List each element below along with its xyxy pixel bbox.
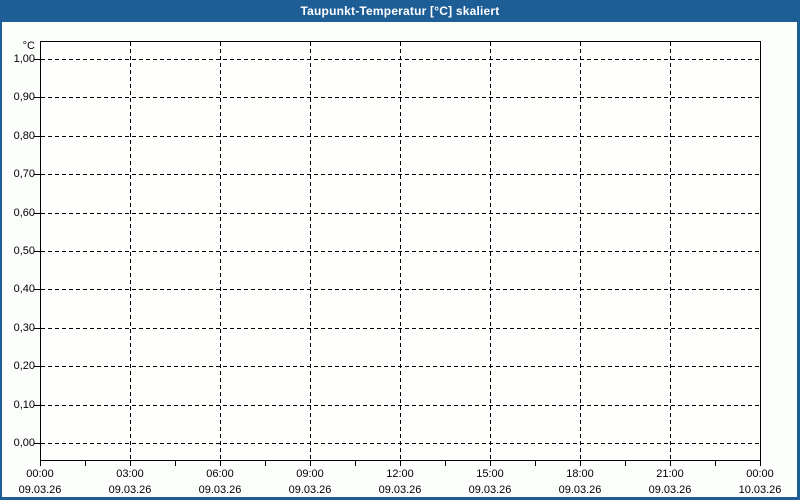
y-axis-tick: [34, 59, 40, 60]
x-axis-time-label: 21:00: [656, 468, 684, 480]
y-axis-tick-label: 0,50: [13, 245, 35, 257]
x-axis-tick: [760, 461, 761, 466]
x-axis-time-label: 15:00: [476, 468, 504, 480]
y-axis-tick-label: 0,30: [13, 322, 35, 334]
x-axis-date-label: 09.03.26: [468, 484, 512, 496]
y-axis-tick: [34, 443, 40, 444]
x-axis-tick: [715, 461, 716, 466]
x-axis-tick: [490, 461, 491, 466]
x-axis-date-label: 10.03.26: [738, 484, 782, 496]
x-axis-tick: [85, 461, 86, 466]
x-axis-date-label: 09.03.26: [558, 484, 602, 496]
v-gridline: [310, 42, 311, 459]
x-axis-tick: [220, 461, 221, 466]
y-axis-tick-label: 0,20: [13, 360, 35, 372]
x-axis-tick: [310, 461, 311, 466]
x-axis-date-label: 09.03.26: [198, 484, 242, 496]
v-gridline: [670, 42, 671, 459]
x-axis-tick: [670, 461, 671, 466]
x-axis-date-label: 09.03.26: [378, 484, 422, 496]
x-axis-time-label: 09:00: [296, 468, 324, 480]
v-gridline: [580, 42, 581, 459]
y-axis-tick-label: 0,10: [13, 399, 35, 411]
x-axis-tick: [130, 461, 131, 466]
x-axis-tick: [40, 461, 41, 466]
x-axis-date-label: 09.03.26: [288, 484, 332, 496]
x-axis-time-label: 06:00: [206, 468, 234, 480]
x-axis-tick: [175, 461, 176, 466]
y-axis-tick-label: 0,90: [13, 91, 35, 103]
y-axis-tick: [34, 251, 40, 252]
v-gridline: [400, 42, 401, 459]
x-axis-tick: [535, 461, 536, 466]
y-axis-tick: [34, 289, 40, 290]
x-axis-date-label: 09.03.26: [18, 484, 62, 496]
x-axis-time-label: 00:00: [26, 468, 54, 480]
v-gridline: [130, 42, 131, 459]
y-axis-tick-label: 0,00: [13, 437, 35, 449]
chart-title: Taupunkt-Temperatur [°C] skaliert: [300, 4, 500, 18]
y-axis-unit-label: °C: [22, 40, 35, 52]
x-axis-time-label: 00:00: [746, 468, 774, 480]
y-axis-tick: [34, 97, 40, 98]
y-axis-tick: [34, 174, 40, 175]
y-axis-tick-label: 0,40: [13, 283, 35, 295]
x-axis-tick: [400, 461, 401, 466]
x-axis-tick: [580, 461, 581, 466]
x-axis-time-label: 18:00: [566, 468, 594, 480]
x-axis-date-label: 09.03.26: [648, 484, 692, 496]
x-axis-tick: [445, 461, 446, 466]
y-axis-tick: [34, 328, 40, 329]
y-axis-tick-label: 1,00: [13, 53, 35, 65]
x-axis-tick: [625, 461, 626, 466]
x-axis-tick: [355, 461, 356, 466]
title-bar: Taupunkt-Temperatur [°C] skaliert: [0, 0, 800, 22]
y-axis-tick: [34, 405, 40, 406]
y-axis-tick-label: 0,70: [13, 168, 35, 180]
v-gridline: [220, 42, 221, 459]
y-axis-tick: [34, 136, 40, 137]
x-axis-time-label: 03:00: [116, 468, 144, 480]
x-axis-time-label: 12:00: [386, 468, 414, 480]
y-axis-tick: [34, 366, 40, 367]
y-axis-tick: [34, 213, 40, 214]
y-axis-tick-label: 0,60: [13, 207, 35, 219]
y-axis-tick-label: 0,80: [13, 130, 35, 142]
x-axis-tick: [265, 461, 266, 466]
v-gridline: [490, 42, 491, 459]
x-axis-date-label: 09.03.26: [108, 484, 152, 496]
